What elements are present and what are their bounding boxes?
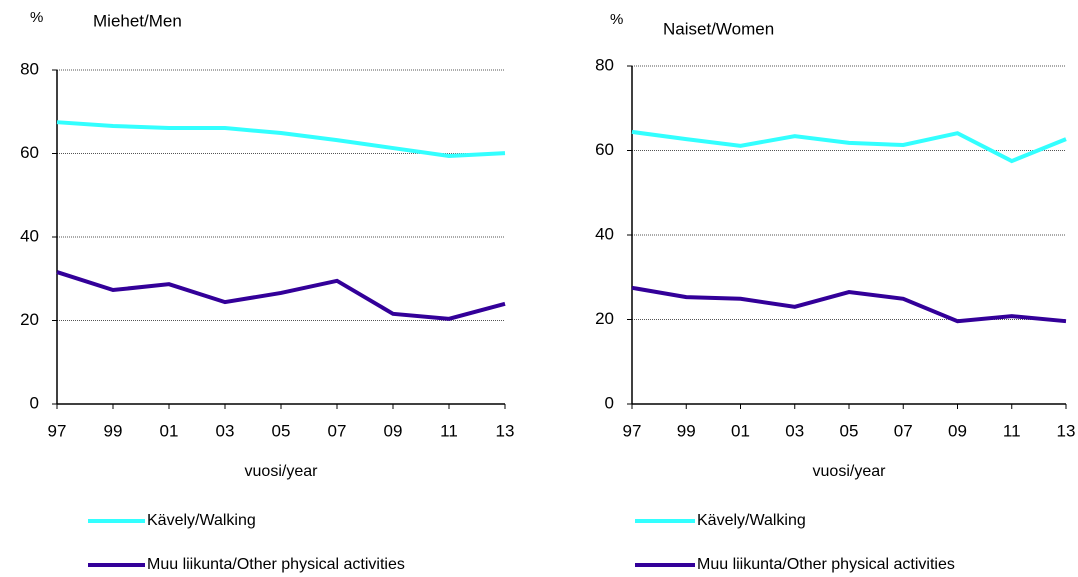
y-tick-label: 80	[595, 55, 614, 74]
x-tick-label: 09	[948, 421, 967, 440]
y-tick-label: 0	[30, 393, 39, 412]
legend-label: Kävely/Walking	[697, 512, 806, 529]
y-tick-label: 40	[595, 224, 614, 243]
legend-label: Muu liikunta/Other physical activities	[147, 556, 405, 573]
y-tick-label: 20	[595, 309, 614, 328]
y-tick-label: 0	[605, 393, 614, 412]
legend-label: Kävely/Walking	[147, 512, 256, 529]
x-tick-label: 05	[272, 421, 291, 440]
data-line	[56, 270, 506, 321]
chart-title: Naiset/Women	[663, 19, 774, 38]
x-tick-label: 11	[440, 421, 458, 440]
x-tick-label: 03	[785, 421, 804, 440]
x-tick-label: 01	[731, 421, 750, 440]
x-tick-label: 07	[328, 421, 347, 440]
y-tick-label: 40	[20, 226, 39, 245]
y-tick-label: 60	[595, 140, 614, 159]
x-axis-label: vuosi/year	[245, 463, 319, 480]
x-tick-label: 01	[160, 421, 179, 440]
x-axis-label: vuosi/year	[813, 463, 887, 480]
y-axis-label: %	[610, 11, 623, 28]
x-tick-label: 97	[48, 421, 67, 440]
y-tick-label: 80	[20, 59, 39, 78]
x-tick-label: 99	[104, 421, 123, 440]
chart-title: Miehet/Men	[93, 11, 182, 30]
data-line	[56, 120, 506, 159]
data-line	[631, 129, 1067, 164]
x-tick-label: 03	[216, 421, 235, 440]
y-axis-label: %	[30, 9, 43, 26]
x-tick-label: 07	[894, 421, 913, 440]
x-tick-label: 13	[1057, 421, 1076, 440]
legend-label: Muu liikunta/Other physical activities	[697, 556, 955, 573]
x-tick-label: 09	[384, 421, 403, 440]
x-tick-label: 05	[840, 421, 859, 440]
x-tick-label: 11	[1003, 421, 1021, 440]
x-tick-label: 99	[677, 421, 696, 440]
x-tick-label: 13	[496, 421, 515, 440]
data-line	[631, 285, 1067, 324]
y-tick-label: 20	[20, 310, 39, 329]
x-tick-label: 97	[623, 421, 642, 440]
y-tick-label: 60	[20, 143, 39, 162]
